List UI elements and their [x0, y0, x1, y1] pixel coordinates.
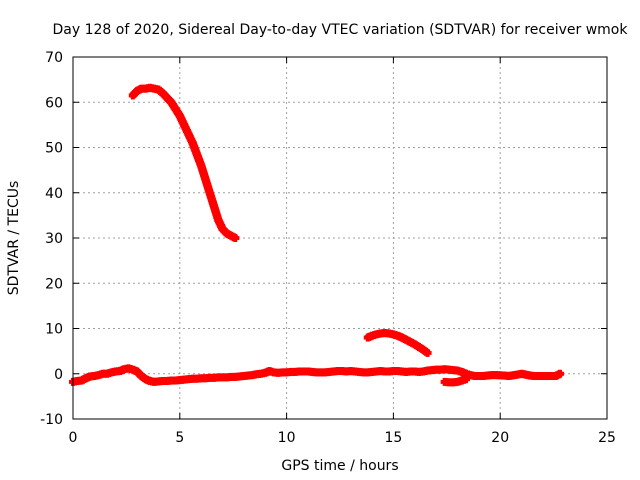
y-tick-label: 60: [45, 95, 63, 111]
y-tick-label: 0: [54, 367, 63, 383]
y-tick-label: 10: [45, 322, 63, 338]
data-point: [423, 348, 432, 357]
y-tick-label: 50: [45, 141, 63, 157]
x-tick-label: 10: [278, 430, 296, 446]
data-point: [556, 369, 565, 378]
x-tick-label: 0: [69, 430, 78, 446]
grid-layer: [73, 57, 607, 419]
y-tick-label: 40: [45, 186, 63, 202]
x-tick-label: 20: [491, 430, 509, 446]
x-tick-label: 5: [175, 430, 184, 446]
y-tick-label: -10: [40, 412, 63, 428]
chart-title: Day 128 of 2020, Sidereal Day-to-day VTE…: [53, 22, 629, 38]
points-layer: [69, 83, 565, 387]
x-tick-label: 15: [384, 430, 402, 446]
data-point: [462, 375, 471, 384]
y-axis-label: SDTVAR / TECUs: [6, 181, 22, 296]
x-tick-label: 25: [598, 430, 616, 446]
y-tick-label: 70: [45, 50, 63, 66]
y-tick-label: 30: [45, 231, 63, 247]
data-point: [231, 234, 240, 242]
y-tick-label: 20: [45, 276, 63, 292]
ticks-layer: 0 5 10 15 20 25 -10 0 10 20 30 40 50 60 70: [40, 50, 616, 446]
x-axis-label: GPS time / hours: [281, 458, 398, 474]
